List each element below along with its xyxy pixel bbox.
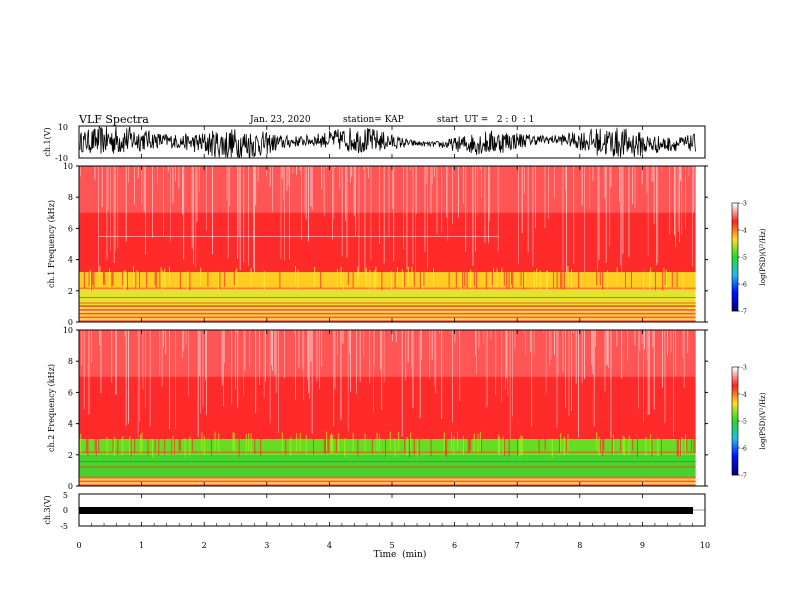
time-tick-label: 8: [577, 541, 582, 550]
ch1-trace: [79, 125, 696, 158]
time-axis: 0 1 2 3 4 5 6 7 8 9 10: [76, 126, 710, 550]
ch1-colorbar: -3 -4 -5 -6 -7: [731, 201, 747, 316]
ch2-spec-ylabel: ch.2 Frequency (kHz): [47, 364, 56, 452]
spec2-ytick: 8: [68, 357, 73, 366]
start-time-label: start UT = 2 : 0 : 1: [437, 115, 535, 125]
colorbar-tick: -3: [741, 201, 747, 208]
colorbar-tick: -7: [741, 473, 747, 480]
ch1-ytick-top: 10: [58, 123, 68, 132]
spec1-ytick: 0: [68, 318, 73, 327]
ch1-ytick-bottom: -10: [55, 154, 68, 163]
colorbar-tick: -3: [741, 365, 747, 372]
time-tick-label: 5: [389, 541, 394, 550]
colorbar-tick: -6: [741, 446, 747, 453]
spec2-ytick: 4: [68, 420, 73, 429]
time-tick-label: 0: [76, 541, 81, 550]
time-tick-label: 1: [139, 541, 144, 550]
plot-title: VLF Spectra: [79, 113, 149, 126]
colorbar-tick: -4: [741, 228, 747, 235]
colorbar-tick: -6: [741, 282, 747, 289]
ch3-ytick-top: 5: [63, 491, 68, 500]
time-tick-label: 3: [264, 541, 269, 550]
ch3-ytick-mid: 0: [63, 506, 68, 515]
spec2-ytick: 2: [68, 451, 73, 460]
colorbar-tick: -5: [741, 255, 747, 262]
ch3-ylabel: ch.3(V): [43, 495, 52, 524]
ch3-waveform-panel: 5 0 -5 ch.3(V): [43, 491, 706, 531]
ch1-waveform-panel: 10 -10 ch.1(V): [43, 123, 706, 163]
time-tick-label: 7: [515, 541, 520, 550]
spec1-ytick: 4: [68, 256, 73, 265]
spec1-ytick: 2: [68, 287, 73, 296]
spec2-ytick: 0: [68, 482, 73, 491]
date-label: Jan. 23, 2020: [250, 115, 311, 125]
ch3-trace-band: [79, 507, 693, 514]
station-label: station= KAP: [343, 115, 404, 125]
ch1-spec-ylabel: ch.1 Frequency (kHz): [47, 200, 56, 288]
ch3-ytick-bottom: -5: [60, 522, 68, 531]
colorbar-tick: -7: [741, 309, 747, 316]
colorbar-tick: -5: [741, 419, 747, 426]
spec1-ytick: 6: [68, 224, 73, 233]
ch1-colorbar-label: log(PSD)(V²/Hz): [759, 228, 767, 285]
time-tick-label: 9: [640, 541, 645, 550]
colorbar-tick: -4: [741, 392, 747, 399]
spec1-ytick: 10: [63, 162, 73, 171]
ch2-colorbar-label: log(PSD)(V²/Hz): [759, 392, 767, 449]
ch2-spectrogram-image: [79, 330, 696, 486]
time-tick-label: 6: [452, 541, 457, 550]
ch1-ylabel: ch.1(V): [43, 127, 52, 156]
time-axis-label: Time (min): [374, 549, 427, 560]
ch1-spectrogram-image: [79, 166, 696, 322]
spec1-ytick: 8: [68, 193, 73, 202]
time-tick-label: 2: [202, 541, 207, 550]
spec2-ytick: 6: [68, 388, 73, 397]
spec2-ytick: 10: [63, 326, 73, 335]
time-tick-label: 4: [327, 541, 332, 550]
time-tick-label: 10: [700, 541, 710, 550]
ch2-colorbar: -3 -4 -5 -6 -7: [731, 365, 747, 480]
